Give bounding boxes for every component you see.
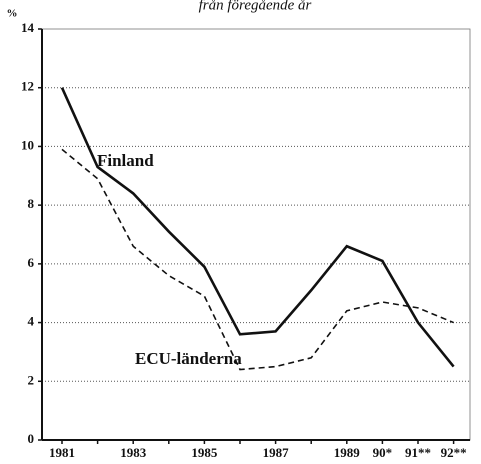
plot-frame — [41, 28, 471, 441]
x-tick-label: 92** — [441, 445, 467, 460]
y-tick-label: 14 — [21, 20, 35, 35]
y-tick-label: 6 — [28, 255, 35, 270]
y-tick-label: 12 — [21, 79, 34, 94]
y-tick-label: 10 — [21, 137, 34, 152]
x-tick-label: 1983 — [120, 445, 147, 460]
line-series — [60, 87, 455, 368]
x-tick-label: 90* — [373, 445, 393, 460]
x-tick-label: 1987 — [263, 445, 290, 460]
series-label: Finland — [97, 151, 154, 170]
y-tick-label: 8 — [28, 196, 35, 211]
x-tick-label: 1989 — [334, 445, 361, 460]
x-tick-label: 1981 — [49, 445, 75, 460]
x-tick-label: 91** — [405, 445, 431, 460]
y-tick-label: 4 — [28, 314, 35, 329]
line-series — [61, 148, 454, 371]
y-tick-label: 2 — [28, 372, 35, 387]
x-tick-label: 1985 — [191, 445, 218, 460]
y-axis-label: % — [7, 8, 18, 20]
chart-subtitle: från föregående år — [199, 0, 312, 13]
series-label: ECU-länderna — [135, 349, 242, 368]
y-tick-label: 0 — [28, 431, 35, 446]
